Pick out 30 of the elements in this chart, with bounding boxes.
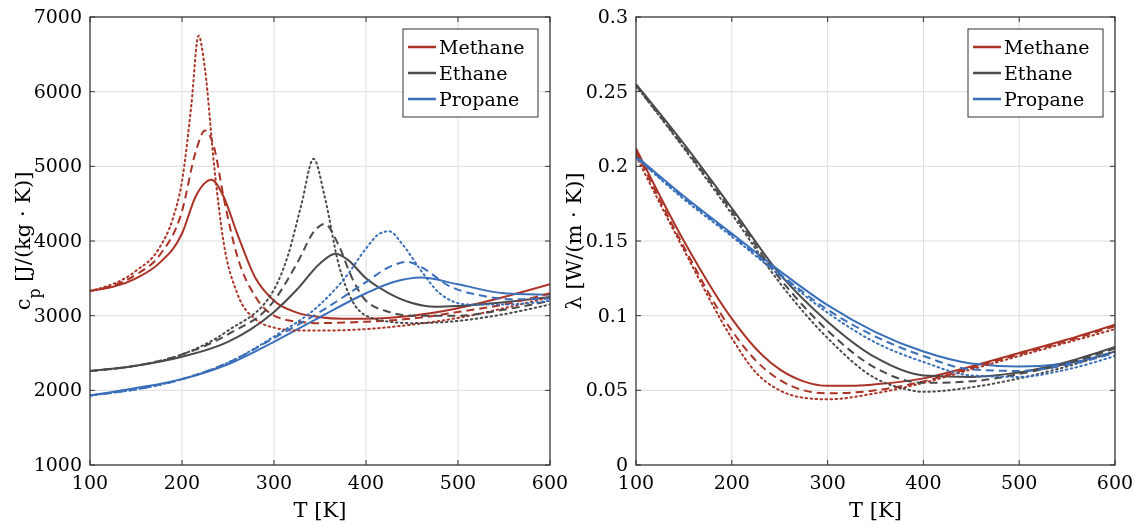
x-tick-label: 200 (713, 471, 750, 493)
legend-label: Methane (1004, 36, 1090, 58)
x-tick-label: 600 (1096, 471, 1134, 493)
legend-label: Ethane (439, 62, 508, 84)
y-tick-label: 0.1 (597, 303, 628, 326)
legend-label: Propane (439, 88, 520, 110)
y-tick-label: 6000 (33, 79, 82, 102)
x-tick-label: 500 (439, 471, 477, 493)
x-tick-label: 300 (255, 471, 293, 493)
x-axis-title: T [K] (849, 498, 902, 522)
legend-label: Methane (439, 36, 525, 58)
y-tick-label: 2000 (33, 378, 82, 401)
x-tick-label: 500 (1001, 471, 1038, 493)
x-tick-label: 600 (531, 471, 569, 493)
y-tick-label: 0.05 (585, 378, 628, 401)
y-tick-label: 7000 (33, 5, 82, 27)
x-axis-title: T [K] (293, 498, 347, 522)
y-tick-label: 5000 (33, 154, 82, 177)
y-tick-label: 0.15 (585, 229, 628, 251)
x-tick-label: 400 (347, 471, 385, 493)
y-axis-title: λ [W/(m · K)] (562, 172, 586, 310)
y-tick-label: 0.2 (597, 154, 628, 177)
y-tick-label: 0.3 (597, 5, 628, 27)
y-tick-label: 4000 (33, 229, 82, 251)
x-tick-label: 200 (163, 471, 201, 493)
x-tick-label: 300 (809, 471, 846, 493)
legend-label: Propane (1004, 88, 1085, 110)
legend-label: Ethane (1004, 62, 1073, 84)
x-tick-label: 400 (905, 471, 942, 493)
y-tick-label: 0.25 (585, 79, 628, 102)
